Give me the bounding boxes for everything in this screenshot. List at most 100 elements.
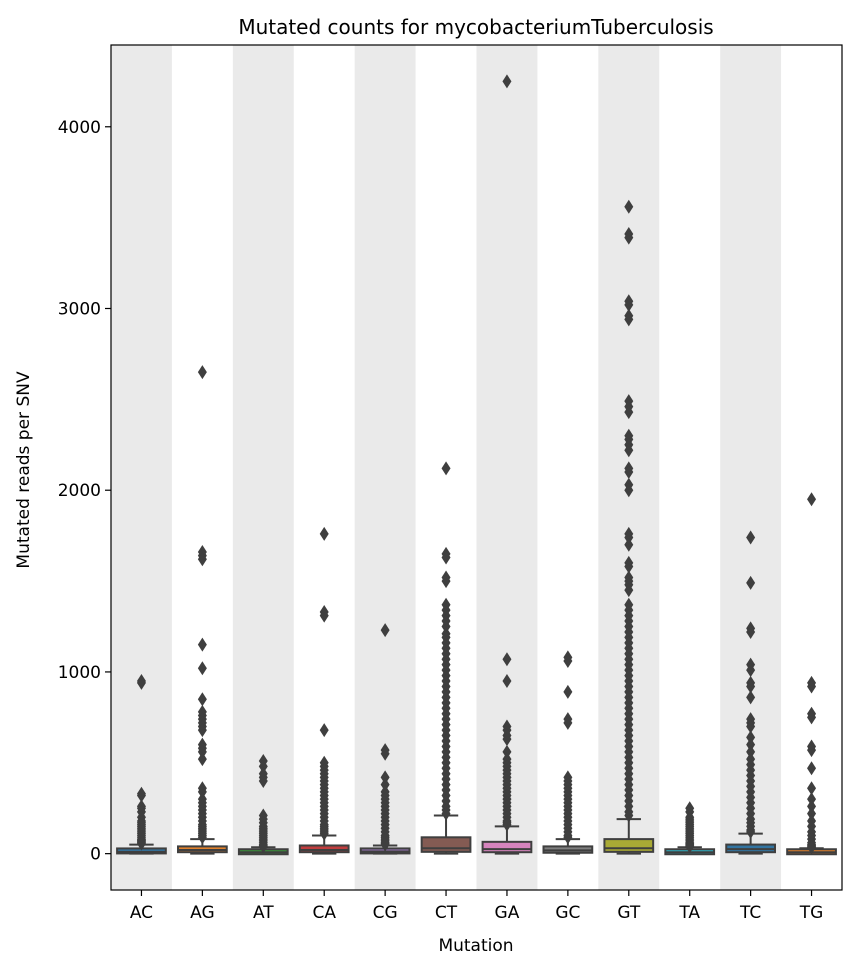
outliers: [136, 74, 817, 855]
outlier-GT: [624, 443, 634, 458]
y-tick-label: 0: [90, 845, 101, 865]
y-tick-label: 4000: [58, 118, 101, 138]
box-body-CA: [298, 844, 350, 854]
outlier-CG: [380, 746, 390, 761]
shade-column-AC: [111, 45, 172, 890]
outlier-CG: [380, 837, 390, 852]
outlier-GC: [563, 684, 573, 699]
outlier-TG: [807, 792, 817, 807]
outlier-CG: [380, 623, 390, 638]
outlier-TC: [746, 663, 756, 678]
outlier-TC: [746, 624, 756, 639]
outlier-GT: [624, 297, 634, 312]
x-tick-label: GT: [617, 903, 641, 923]
outlier-CA: [319, 723, 329, 738]
y-tick-label: 1000: [58, 663, 101, 683]
box-body-GA: [481, 840, 533, 854]
x-tick-label: TG: [799, 903, 824, 923]
outlier-GA: [502, 817, 512, 832]
outlier-GT: [624, 583, 634, 598]
x-tick-label: CT: [435, 903, 458, 923]
outlier-GC: [563, 830, 573, 845]
box-body-CT: [420, 836, 472, 853]
outlier-CA: [319, 526, 329, 541]
outlier-TG: [807, 710, 817, 725]
x-tick-label: AC: [130, 903, 153, 923]
y-tick-label: 2000: [58, 481, 101, 501]
outlier-GC: [563, 715, 573, 730]
outlier-TG: [807, 781, 817, 796]
outlier-AG: [197, 784, 207, 799]
outlier-GT: [624, 199, 634, 214]
outlier-GT: [624, 537, 634, 552]
x-tick-label: GA: [495, 903, 520, 923]
y-tick-label: 3000: [58, 299, 101, 319]
outlier-TC: [746, 530, 756, 545]
x-tick-label: AG: [190, 903, 215, 923]
outlier-GT: [624, 312, 634, 327]
outlier-GA: [502, 744, 512, 759]
shade-column-CG: [354, 45, 416, 890]
x-tick-label: TC: [739, 903, 761, 923]
outlier-CT: [441, 619, 451, 634]
outlier-AC: [136, 836, 146, 851]
outlier-GC: [563, 654, 573, 669]
outlier-CT: [441, 574, 451, 589]
outlier-TC: [746, 824, 756, 839]
outlier-TG: [807, 806, 817, 821]
outlier-AG: [197, 661, 207, 676]
x-axis-label: Mutation: [438, 936, 513, 956]
outlier-TC: [746, 679, 756, 694]
outlier-GT: [624, 808, 634, 823]
y-axis-ticks: 0 1000 2000 3000 4000: [58, 118, 111, 865]
outlier-AG: [197, 752, 207, 767]
outlier-TC: [746, 744, 756, 759]
outlier-GT: [624, 405, 634, 420]
outlier-CG: [380, 777, 390, 792]
x-axis-ticks: AC AG AT CA CG CT GA GC GT TA TC TG: [130, 890, 823, 923]
outlier-CT: [441, 806, 451, 821]
outlier-CT: [441, 550, 451, 565]
outlier-TC: [746, 737, 756, 752]
shade-column-AT: [232, 45, 294, 890]
chart-title: Mutated counts for mycobacteriumTubercul…: [238, 15, 713, 39]
x-tick-label: CG: [373, 903, 398, 923]
outlier-TC: [746, 719, 756, 734]
plot-frame: [110, 44, 843, 891]
outlier-TG: [807, 761, 817, 776]
box-GT: [603, 818, 655, 855]
outlier-AG: [197, 723, 207, 738]
outlier-AG: [197, 744, 207, 759]
outlier-GA: [502, 732, 512, 747]
outlier-CT: [441, 461, 451, 476]
outlier-AT: [258, 773, 268, 788]
x-tick-label: CA: [312, 903, 336, 923]
x-tick-label: GC: [555, 903, 580, 923]
outlier-CG: [380, 770, 390, 785]
box-GC: [542, 838, 594, 855]
outlier-TG: [807, 679, 817, 694]
outlier-TG: [807, 743, 817, 758]
outlier-GA: [502, 652, 512, 667]
outlier-TC: [746, 690, 756, 705]
outlier-TA: [685, 839, 695, 854]
x-tick-label: TA: [678, 903, 700, 923]
box-CT: [420, 814, 472, 855]
outlier-TC: [746, 575, 756, 590]
outlier-GT: [624, 559, 634, 574]
outlier-TG: [807, 840, 817, 855]
outlier-TG: [807, 492, 817, 507]
outlier-AC: [136, 786, 146, 801]
y-axis-label: Mutated reads per SNV: [14, 371, 34, 569]
outlier-AT: [258, 759, 268, 774]
outlier-GA: [502, 674, 512, 689]
outlier-AG: [197, 552, 207, 567]
outlier-AG: [197, 692, 207, 707]
outlier-GT: [624, 465, 634, 480]
outlier-CA: [319, 826, 329, 841]
box-body-GT: [603, 838, 655, 853]
outlier-GT: [624, 483, 634, 498]
outlier-GT: [624, 530, 634, 545]
outlier-CA: [319, 608, 329, 623]
